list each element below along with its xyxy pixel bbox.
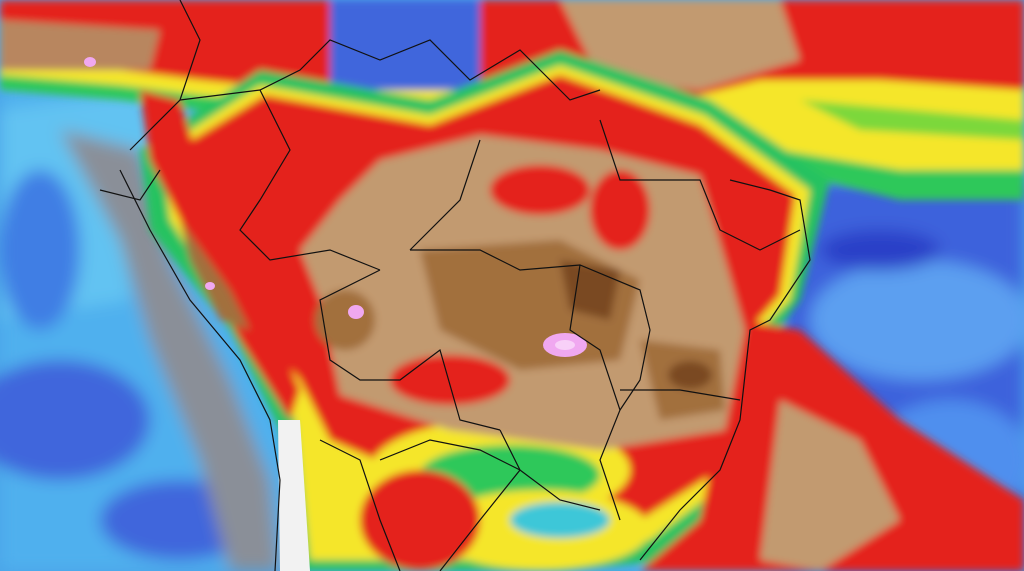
andes-snow: [278, 420, 310, 571]
peak-spots: [84, 57, 587, 357]
country-borders: [99, 0, 811, 571]
